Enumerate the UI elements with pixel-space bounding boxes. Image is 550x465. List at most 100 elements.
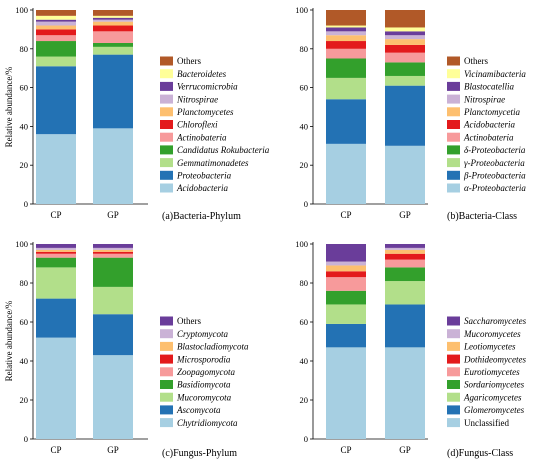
legend-label: Bacteroidetes: [177, 69, 227, 79]
legend-swatch: [160, 81, 173, 91]
legend-label: Chloroflexi: [177, 120, 218, 130]
bar-segment-gp-2: [385, 85, 425, 146]
y-tick-label: 40: [300, 121, 309, 131]
x-tick-label: CP: [50, 445, 61, 455]
legend-swatch: [160, 56, 173, 66]
bar-segment-gp-7: [93, 21, 133, 26]
bar-segment-cp-6: [326, 271, 366, 278]
y-tick-label: 80: [20, 278, 29, 288]
y-tick-label: 100: [295, 5, 308, 15]
panel-4: 0 20 40 60 80 100 CP GP Saccharomycetes Mucoromyc…: [295, 239, 526, 459]
panel-1: 0 20 40 60 80 100 Relative abundance/% CP GP Othe…: [4, 5, 270, 222]
bar-segment-cp-2: [326, 99, 366, 144]
legend-label: β-Proteobacteria: [463, 171, 526, 181]
bar-segment-cp-3: [326, 304, 366, 324]
bar-segment-gp-3: [93, 46, 133, 55]
bar-segment-cp-10: [326, 25, 366, 28]
legend-label: Blastocladiomycota: [177, 342, 249, 352]
legend-label: δ-Proteobacteria: [464, 145, 526, 155]
legend-label: Blastocatellia: [464, 82, 514, 92]
legend-label: Actinobateria: [463, 132, 514, 142]
legend: Others Vicinamibacteria Blastocatellia Nitr…: [447, 56, 526, 193]
bar-segment-gp-2: [385, 304, 425, 348]
legend-label: Leotiomycetes: [463, 342, 516, 352]
y-axis-label: Relative abundance/%: [4, 300, 14, 381]
legend-swatch: [447, 56, 460, 66]
legend-swatch: [447, 94, 460, 104]
bar-segment-cp-1: [326, 143, 366, 204]
legend-swatch: [447, 170, 460, 180]
legend-label: Actinobateria: [176, 132, 227, 142]
x-tick-label: CP: [50, 210, 61, 220]
bar-segment-cp-4: [326, 290, 366, 305]
y-tick-label: 0: [24, 199, 28, 209]
legend-swatch: [160, 367, 173, 377]
bar-segment-gp-3: [385, 281, 425, 305]
bar-segment-gp-1: [385, 145, 425, 204]
bar-segment-gp-8: [93, 19, 133, 22]
bar-segment-gp-11: [385, 10, 425, 28]
x-tick-label: GP: [399, 210, 411, 220]
legend-label: Acidobacteria: [463, 120, 515, 130]
y-tick-label: 100: [15, 5, 28, 15]
legend-swatch: [160, 354, 173, 364]
y-tick-label: 80: [300, 278, 309, 288]
bar-segment-cp-8: [326, 31, 366, 36]
bar-segment-cp-10: [36, 15, 76, 20]
bar-segment-cp-7: [36, 249, 76, 252]
bar-segment-gp-5: [385, 52, 425, 63]
legend-label: Nitrospirae: [463, 94, 505, 104]
bar-segment-cp-7: [326, 35, 366, 42]
bar-segment-gp-7: [385, 39, 425, 45]
legend-label: Others: [177, 316, 201, 326]
legend-label: Glomeromycetes: [464, 405, 525, 415]
legend-swatch: [447, 354, 460, 364]
bar-segment-cp-1: [326, 347, 366, 439]
legend: Others Cryptomycota Blastocladiomycota Micr…: [160, 316, 249, 428]
bar-segment-gp-3: [93, 286, 133, 315]
legend-swatch: [447, 183, 460, 193]
bar-segment-gp-5: [93, 31, 133, 43]
legend-label: Planctomycetia: [463, 107, 520, 117]
legend-swatch: [447, 81, 460, 91]
bar-segment-gp-8: [93, 247, 133, 250]
bar-segment-cp-9: [36, 244, 76, 248]
legend-label: Dothideomycetes: [463, 354, 526, 364]
bar-segment-cp-6: [36, 29, 76, 36]
y-tick-label: 40: [300, 356, 309, 366]
bar-segment-gp-8: [385, 35, 425, 40]
legend-label: Eurotiomycetes: [463, 367, 520, 377]
bar-segment-gp-4: [93, 42, 133, 47]
legend-swatch: [160, 183, 173, 193]
legend-swatch: [447, 107, 460, 117]
y-tick-label: 80: [300, 44, 309, 54]
legend-swatch: [447, 380, 460, 389]
legend-label: Gemmatimonadetes: [177, 158, 249, 168]
bar-segment-gp-4: [385, 62, 425, 76]
bar-segment-gp-10: [93, 15, 133, 18]
legend-label: Sordariomycetes: [464, 380, 525, 390]
legend-swatch: [160, 69, 173, 79]
legend-label: Chytridiomycota: [177, 418, 238, 428]
bar-segment-gp-11: [93, 10, 133, 16]
bar-segment-gp-3: [385, 75, 425, 86]
legend-swatch: [160, 405, 173, 415]
bar-segment-gp-9: [385, 244, 425, 248]
bar-segment-cp-6: [36, 251, 76, 254]
bar-segment-cp-11: [36, 10, 76, 16]
legend-label: Candidatus Rokubacteria: [177, 145, 270, 155]
legend-swatch: [447, 145, 460, 155]
bar-segment-gp-1: [93, 128, 133, 204]
bar-segment-gp-5: [385, 259, 425, 268]
legend-label: Ascomycota: [176, 405, 221, 415]
y-tick-label: 60: [20, 317, 29, 327]
bar-segment-gp-9: [93, 17, 133, 20]
bar-segment-cp-5: [36, 253, 76, 258]
y-tick-label: 0: [304, 199, 308, 209]
y-tick-label: 20: [300, 160, 309, 170]
bar-segment-cp-5: [36, 35, 76, 42]
bar-segment-gp-6: [385, 44, 425, 53]
bar-segment-gp-5: [93, 253, 133, 258]
panel-2: 0 20 40 60 80 100 CP GP Others Vicinamibacteria Bl…: [295, 5, 526, 222]
panel-title: (d)Fungus-Class: [447, 448, 513, 459]
